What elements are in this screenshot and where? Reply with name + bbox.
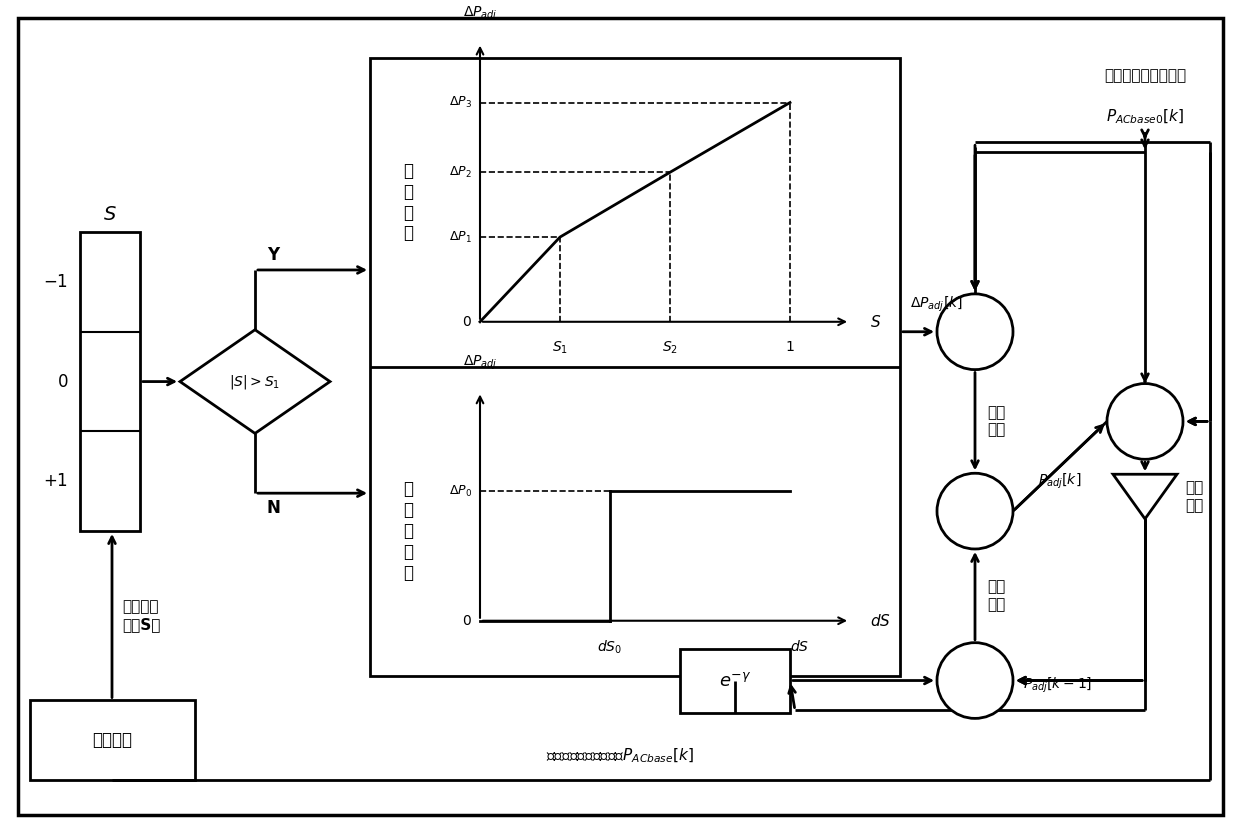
Text: $e^{-\gamma}$: $e^{-\gamma}$ (719, 671, 751, 690)
Text: $\Delta P_2$: $\Delta P_2$ (449, 165, 472, 180)
Bar (370, 58, 900, 676)
Text: $+1$: $+1$ (43, 472, 68, 491)
Bar (81, 232, 140, 531)
Circle shape (937, 473, 1013, 549)
Text: $|S|>S_1$: $|S|>S_1$ (229, 373, 280, 391)
Text: $P_{adj}[k]$: $P_{adj}[k]$ (1038, 472, 1081, 491)
Text: $\Delta P_3$: $\Delta P_3$ (449, 95, 472, 110)
Text: 修正后的空调基准负荷$P_{ACbase}[k]$: 修正后的空调基准负荷$P_{ACbase}[k]$ (546, 747, 694, 765)
Text: 比
例
调
节: 比 例 调 节 (403, 162, 413, 242)
Text: $S_2$: $S_2$ (662, 339, 678, 356)
Text: $P_{adj}[k-1]$: $P_{adj}[k-1]$ (1023, 676, 1092, 696)
Text: 空调集群: 空调集群 (92, 731, 131, 749)
Text: $dS$: $dS$ (790, 638, 810, 654)
Text: $dS_0$: $dS_0$ (598, 638, 622, 656)
Text: $0$: $0$ (57, 373, 68, 391)
Polygon shape (180, 330, 330, 433)
Text: 衰减
分量: 衰减 分量 (987, 579, 1006, 612)
Bar (30, 701, 195, 780)
Text: 变
化
率
调
节: 变 化 率 调 节 (403, 481, 413, 582)
Circle shape (937, 294, 1013, 369)
Text: $\Delta P_1$: $\Delta P_1$ (449, 230, 472, 245)
Text: $\Delta P_0$: $\Delta P_0$ (449, 484, 472, 499)
Text: $0$: $0$ (463, 315, 472, 329)
Text: $P_{ACbase0}[k]$: $P_{ACbase0}[k]$ (1106, 108, 1184, 126)
Text: $\Delta P_{adj}$: $\Delta P_{adj}$ (463, 4, 497, 23)
Text: N: N (267, 499, 281, 517)
Text: 计算空调
集群S值: 计算空调 集群S值 (122, 599, 160, 632)
Text: $\Delta P_{adj}[k]$: $\Delta P_{adj}[k]$ (910, 295, 962, 314)
Text: 记忆
元件: 记忆 元件 (1185, 481, 1203, 513)
Text: $S_1$: $S_1$ (552, 339, 568, 356)
Text: 空调基准负荷估计值: 空调基准负荷估计值 (1104, 68, 1187, 83)
Text: $S$: $S$ (870, 314, 882, 330)
Text: $dS$: $dS$ (870, 613, 890, 629)
Text: $-1$: $-1$ (43, 273, 68, 291)
Circle shape (1107, 383, 1183, 459)
Circle shape (937, 642, 1013, 719)
Text: Y: Y (267, 246, 279, 264)
Text: $1$: $1$ (785, 339, 795, 354)
Polygon shape (1114, 474, 1177, 519)
Text: $S$: $S$ (103, 205, 117, 223)
Bar (680, 648, 790, 714)
Text: $\Delta P_{adj}$: $\Delta P_{adj}$ (463, 354, 497, 372)
Text: 比例
分量: 比例 分量 (987, 405, 1006, 437)
Text: $0$: $0$ (463, 613, 472, 627)
